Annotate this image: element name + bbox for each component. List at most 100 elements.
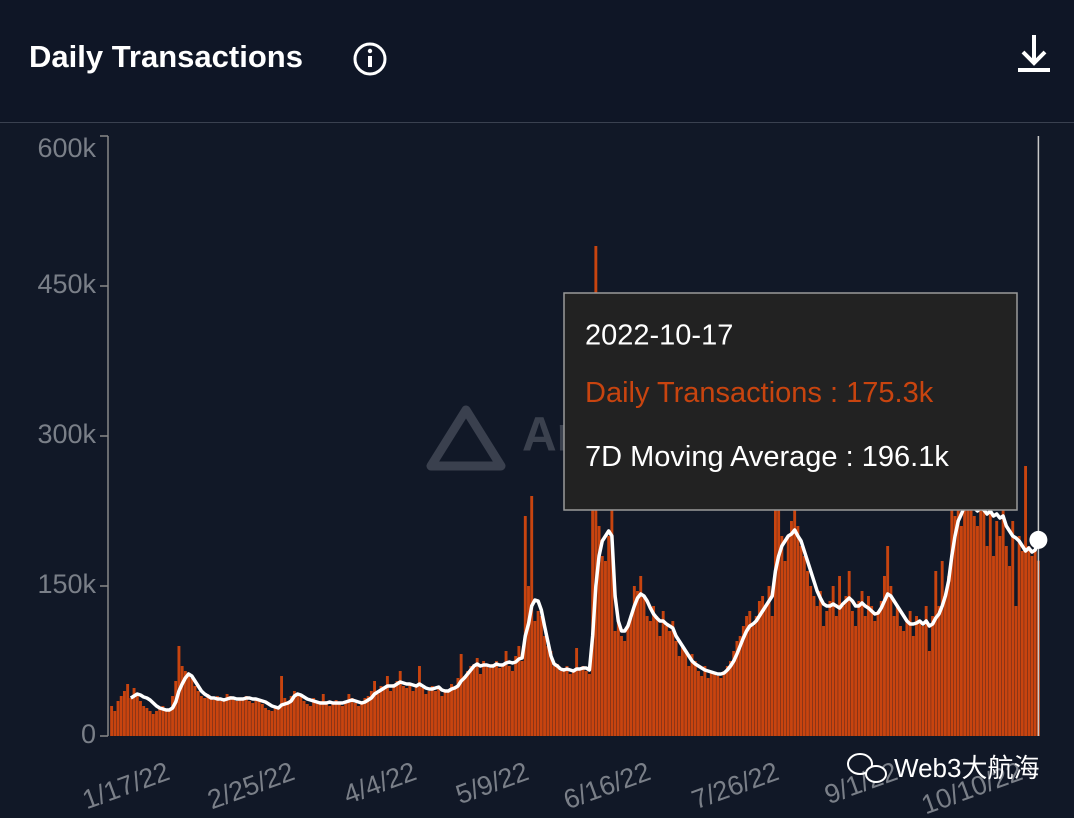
bar <box>969 506 973 736</box>
bar <box>344 701 348 736</box>
bar <box>478 674 482 736</box>
bar <box>671 621 675 736</box>
bar <box>248 701 251 736</box>
bar <box>113 711 117 736</box>
bar <box>482 661 486 736</box>
bar <box>956 456 960 736</box>
bar <box>703 666 707 736</box>
bar <box>985 546 989 736</box>
bar <box>972 516 976 736</box>
chart-title: Daily Transactions <box>29 39 303 74</box>
bar <box>206 694 210 736</box>
bar <box>741 626 745 736</box>
bar <box>171 696 174 736</box>
bar <box>745 616 749 736</box>
bar <box>761 596 765 736</box>
bar <box>866 596 870 736</box>
bar <box>353 703 357 736</box>
bar <box>549 651 553 736</box>
bar <box>267 710 271 736</box>
bar <box>562 668 566 736</box>
bar <box>357 706 360 736</box>
bar <box>440 696 444 736</box>
bar <box>847 571 851 736</box>
bar <box>648 621 652 736</box>
bar <box>382 688 386 736</box>
bar <box>167 711 171 736</box>
bar <box>308 706 312 736</box>
bar <box>604 561 607 736</box>
bar <box>575 648 579 736</box>
bar <box>992 556 995 736</box>
bar <box>584 671 588 736</box>
bar <box>511 671 514 736</box>
bar <box>748 611 752 736</box>
bar <box>642 596 646 736</box>
bar <box>315 703 319 736</box>
bar <box>414 686 418 736</box>
bar <box>488 668 492 736</box>
bar <box>963 496 967 736</box>
line <box>129 499 1041 712</box>
tooltip-line: Daily Transactions : 175.3k <box>585 377 934 409</box>
bar <box>215 696 219 736</box>
bar <box>302 701 306 736</box>
bar <box>632 586 636 736</box>
bar <box>616 621 620 736</box>
bar <box>321 694 325 736</box>
bar <box>408 684 412 736</box>
bar <box>350 698 354 736</box>
bar <box>193 686 197 736</box>
bar <box>767 586 771 736</box>
bar <box>947 576 951 736</box>
bar <box>860 591 864 736</box>
bar <box>1004 546 1008 736</box>
bar <box>1011 521 1015 736</box>
bar <box>697 671 700 736</box>
bar <box>565 666 569 736</box>
bar <box>844 596 848 736</box>
bar <box>555 664 559 736</box>
bar <box>151 714 155 736</box>
bar <box>940 561 944 736</box>
bar <box>738 636 742 736</box>
bar <box>597 526 601 736</box>
bar <box>472 664 476 736</box>
bar <box>385 676 389 736</box>
bar <box>764 606 768 736</box>
bar <box>296 694 300 736</box>
bar <box>690 654 694 736</box>
bar <box>466 671 470 736</box>
bar <box>623 641 627 736</box>
bar <box>732 651 736 736</box>
bar <box>475 658 479 736</box>
bar <box>494 661 498 736</box>
bar <box>546 646 550 736</box>
bar <box>485 666 489 736</box>
download-button[interactable] <box>1018 35 1050 72</box>
bar <box>709 671 713 736</box>
bar <box>446 690 450 736</box>
bar <box>398 671 402 736</box>
bar <box>530 496 534 736</box>
bar <box>347 694 351 736</box>
y-tick-label: 0 <box>81 719 96 749</box>
bar <box>924 606 928 736</box>
bar <box>876 611 880 736</box>
bar <box>607 536 611 736</box>
bar <box>331 704 335 736</box>
bar <box>571 672 575 736</box>
hover-point <box>1029 530 1048 549</box>
tooltip-date: 2022-10-17 <box>585 320 733 352</box>
bar <box>539 616 543 736</box>
bar <box>674 641 678 736</box>
bar <box>260 704 264 736</box>
bar <box>228 696 232 736</box>
bar <box>831 586 835 736</box>
bar <box>677 656 681 736</box>
bar <box>883 576 886 736</box>
bar <box>183 671 187 736</box>
bar <box>937 606 941 736</box>
info-icon[interactable] <box>353 42 387 76</box>
bar <box>379 686 383 736</box>
